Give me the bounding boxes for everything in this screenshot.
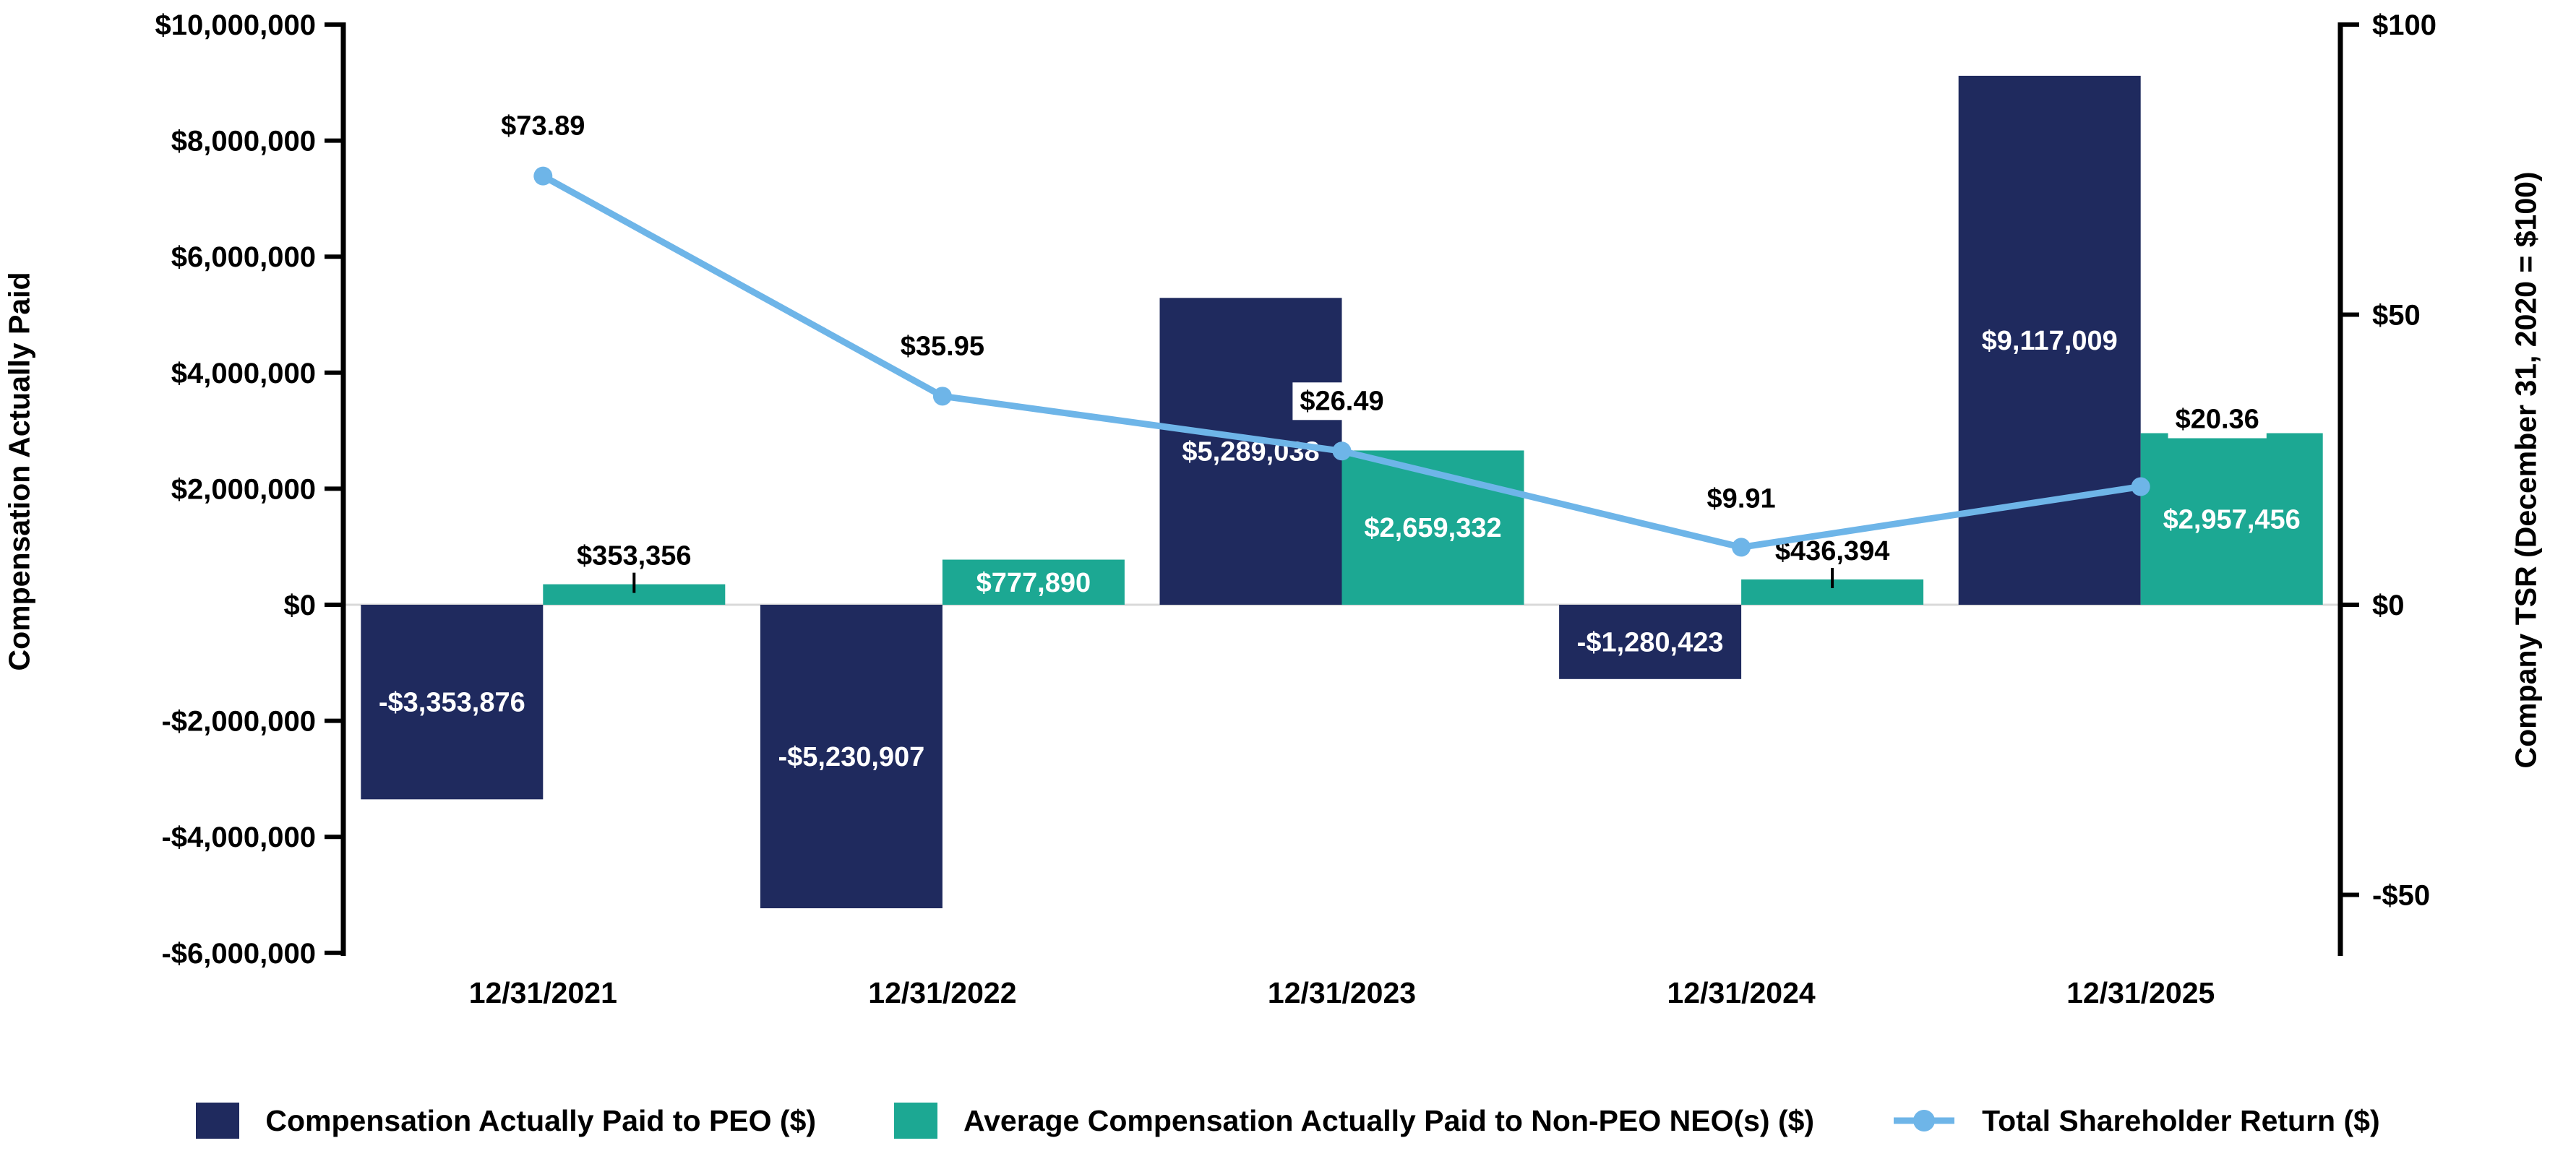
right-tick-label: $50	[2372, 300, 2421, 332]
neo-bar-2	[942, 559, 1125, 605]
right-axis-title: Company TSR (December 31, 2020 = $100)	[2509, 171, 2543, 769]
neo-bar-label-2: $777,890	[976, 568, 1091, 598]
tsr-point-2	[932, 387, 952, 406]
category-label-2: 12/31/2022	[868, 976, 1016, 1009]
left-tick-label: $4,000,000	[171, 358, 316, 389]
neo-bar-label-5: $2,957,456	[2163, 504, 2301, 535]
left-tick-label: $2,000,000	[171, 473, 316, 505]
legend-label-tsr: Total Shareholder Return ($)	[1982, 1103, 2380, 1137]
neo-swatch-icon	[894, 1103, 938, 1139]
left-tick-label: $8,000,000	[171, 126, 316, 158]
peo-bar-label-4: -$1,280,423	[1577, 627, 1724, 658]
tsr-label-bg	[1699, 480, 1783, 518]
category-label-3: 12/31/2023	[1268, 976, 1416, 1009]
tsr-point-5	[2131, 477, 2150, 496]
tsr-point-4	[1732, 538, 1751, 557]
neo-bar-label-3: $2,659,332	[1364, 513, 1501, 543]
legend-item-neo: Average Compensation Actually Paid to No…	[894, 1103, 1814, 1139]
tsr-label-5: $20.36	[2176, 405, 2259, 435]
right-tick-label: $100	[2372, 9, 2437, 41]
tsr-label-3: $26.49	[1300, 386, 1383, 416]
tsr-label-bg	[494, 107, 593, 145]
right-tick-label: $0	[2372, 590, 2405, 621]
peo-bar-label-2: -$5,230,907	[778, 742, 924, 772]
peo-bar-2	[760, 605, 943, 909]
tsr-line-marker-icon	[1894, 1110, 1955, 1131]
tsr-point-1	[533, 166, 553, 186]
tsr-label-bg	[1292, 382, 1391, 421]
left-tick-label: -$4,000,000	[161, 822, 316, 853]
category-label-4: 12/31/2024	[1667, 976, 1815, 1009]
peo-bar-3	[1159, 298, 1342, 605]
legend-item-peo: Compensation Actually Paid to PEO ($)	[196, 1103, 816, 1139]
legend-label-peo: Compensation Actually Paid to PEO ($)	[265, 1103, 817, 1137]
legend-item-tsr: Total Shareholder Return ($)	[1892, 1103, 2380, 1139]
left-axis-title: Compensation Actually Paid	[2, 272, 36, 671]
left-tick-label: $0	[284, 590, 317, 621]
peo-bar-label-1: -$3,353,876	[379, 688, 525, 718]
legend: Compensation Actually Paid to PEO ($) Av…	[0, 1103, 2576, 1139]
tsr-label-bg	[2168, 400, 2267, 439]
left-tick-label: -$2,000,000	[161, 706, 316, 738]
peo-swatch-icon	[196, 1103, 240, 1139]
left-tick-label: $10,000,000	[155, 9, 316, 41]
neo-bar-5	[2140, 433, 2323, 605]
left-tick-label: $6,000,000	[171, 241, 316, 273]
tsr-label-2: $35.95	[901, 331, 984, 361]
tsr-label-1: $73.89	[501, 111, 585, 142]
neo-bar-label-1: $353,356	[577, 541, 692, 572]
category-label-1: 12/31/2021	[469, 976, 617, 1009]
right-tick-label: -$50	[2372, 880, 2430, 912]
tsr-label-bg	[893, 327, 992, 366]
left-tick-label: -$6,000,000	[161, 938, 316, 970]
tsr-label-4: $9.91	[1707, 483, 1776, 514]
tsr-point-3	[1332, 441, 1352, 461]
peo-bar-4	[1559, 605, 1742, 679]
peo-bar-label-5: $9,117,009	[1982, 326, 2118, 356]
peo-bar-5	[1958, 75, 2141, 605]
peo-bar-1	[361, 605, 544, 800]
category-label-5: 12/31/2025	[2066, 976, 2215, 1009]
legend-label-neo: Average Compensation Actually Paid to No…	[963, 1103, 1815, 1137]
